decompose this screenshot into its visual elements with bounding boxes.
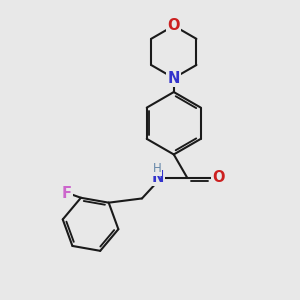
Text: O: O bbox=[167, 18, 180, 33]
Text: O: O bbox=[212, 170, 224, 185]
Text: H: H bbox=[153, 162, 162, 175]
Text: F: F bbox=[61, 186, 72, 201]
Text: N: N bbox=[151, 170, 164, 185]
Text: N: N bbox=[168, 70, 180, 86]
